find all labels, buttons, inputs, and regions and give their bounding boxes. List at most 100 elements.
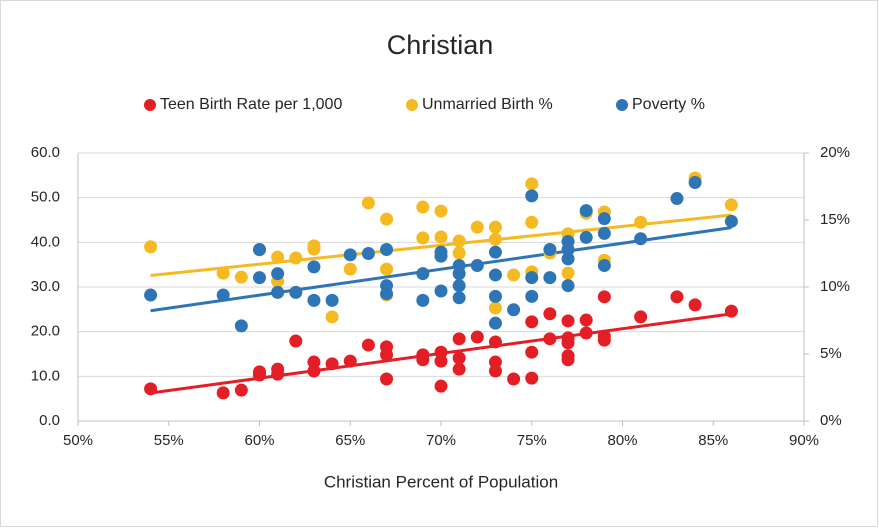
point (488, 232, 502, 246)
point (452, 291, 466, 305)
point (380, 212, 394, 226)
point (525, 215, 539, 229)
point (579, 230, 593, 244)
point (434, 249, 448, 263)
point (434, 379, 448, 393)
point (271, 267, 285, 281)
x-tick-label: 90% (789, 432, 819, 449)
point (144, 240, 158, 254)
point (724, 214, 738, 228)
point (670, 290, 684, 304)
point (216, 266, 230, 280)
point (416, 293, 430, 307)
point (452, 279, 466, 293)
point (452, 332, 466, 346)
y-tick-label: 10.0 (31, 367, 60, 384)
legend-marker (406, 99, 418, 111)
point (325, 293, 339, 307)
point (597, 290, 611, 304)
point (634, 310, 648, 324)
point (525, 315, 539, 329)
point (670, 192, 684, 206)
point (380, 262, 394, 276)
point (380, 348, 394, 362)
point (579, 204, 593, 218)
point (724, 198, 738, 212)
point (597, 226, 611, 240)
point (216, 288, 230, 302)
point (543, 307, 557, 321)
point (452, 267, 466, 281)
point (307, 293, 321, 307)
y2-tick-label: 5% (820, 345, 842, 362)
point (144, 382, 158, 396)
point (271, 362, 285, 376)
x-tick-label: 75% (517, 432, 547, 449)
point (416, 200, 430, 214)
y-tick-label: 30.0 (31, 278, 60, 295)
point (416, 267, 430, 281)
point (325, 357, 339, 371)
point (434, 345, 448, 359)
point (543, 242, 557, 256)
y-tick-label: 20.0 (31, 323, 60, 340)
point (543, 271, 557, 285)
point (561, 266, 575, 280)
trendline (150, 226, 732, 313)
x-tick-label: 65% (335, 432, 365, 449)
y-tick-label: 50.0 (31, 189, 60, 206)
point (688, 175, 702, 189)
point (307, 364, 321, 378)
point (507, 303, 521, 317)
point (361, 196, 375, 210)
y2-tick-label: 10% (820, 278, 850, 295)
legend-label: Teen Birth Rate per 1,000 (160, 96, 342, 113)
point (561, 242, 575, 256)
chart-title: Christian (387, 30, 494, 60)
point (343, 262, 357, 276)
point (416, 353, 430, 367)
x-tick-label: 80% (607, 432, 637, 449)
point (307, 242, 321, 256)
y2-tick-label: 15% (820, 211, 850, 228)
x-axis-title: Christian Percent of Population (324, 472, 558, 491)
point (561, 314, 575, 328)
point (380, 372, 394, 386)
point (271, 250, 285, 264)
point (634, 215, 648, 229)
point (488, 364, 502, 378)
point (579, 326, 593, 340)
point (289, 285, 303, 299)
point (561, 353, 575, 367)
point (597, 212, 611, 226)
point (325, 310, 339, 324)
point (507, 268, 521, 282)
point (452, 351, 466, 365)
point (216, 386, 230, 400)
point (361, 247, 375, 260)
legend-marker (616, 99, 628, 111)
point (253, 242, 266, 256)
point (724, 304, 738, 318)
point (380, 242, 394, 256)
point (434, 354, 448, 368)
point (561, 279, 575, 293)
point (234, 319, 248, 333)
point (452, 234, 466, 248)
point (488, 220, 502, 234)
point (380, 287, 394, 301)
x-tick-label: 70% (426, 432, 456, 449)
point (470, 259, 484, 273)
point (525, 271, 539, 285)
point (434, 284, 448, 298)
point (470, 220, 484, 234)
point (253, 365, 266, 379)
point (488, 355, 502, 369)
y2-tick-label: 20% (820, 144, 850, 161)
y-tick-label: 60.0 (31, 144, 60, 161)
point (525, 189, 539, 203)
point (434, 230, 448, 244)
point (234, 383, 248, 397)
